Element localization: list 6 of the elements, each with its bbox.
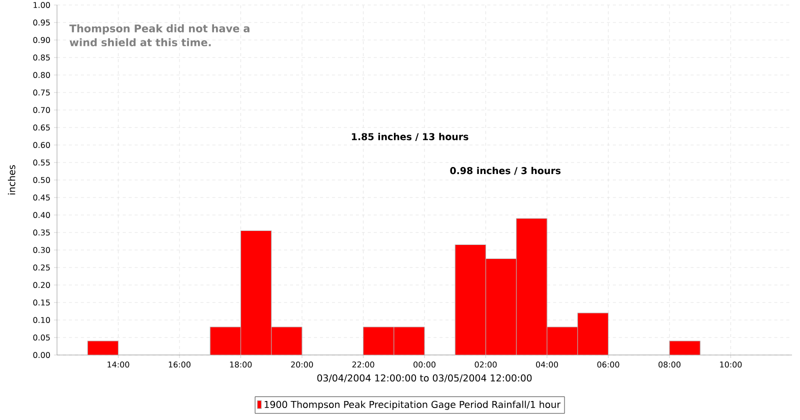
- legend-label: 1900 Thompson Peak Precipitation Gage Period Rainfall/1 hour: [264, 400, 561, 410]
- y-axis-title: inches: [8, 165, 16, 194]
- annotation: 0.98 inches / 3 hours: [450, 166, 561, 175]
- x-axis-title: 03/04/2004 12:00:00 to 03/05/2004 12:00:00: [317, 374, 532, 382]
- annotation: Thompson Peak did not have a wind shield at this time.: [69, 24, 250, 46]
- annotation: 1.85 inches / 13 hours: [352, 132, 468, 141]
